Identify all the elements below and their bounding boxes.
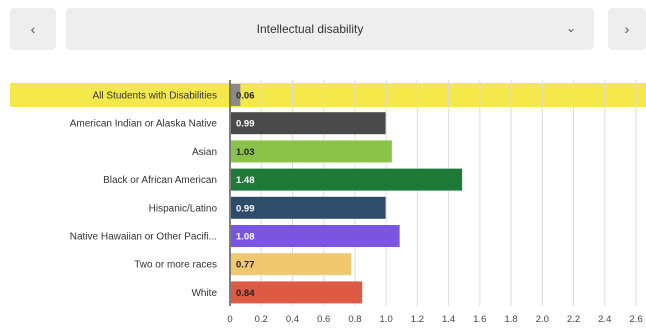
x-tick-label: 2.2 (567, 314, 580, 325)
value-label: 0.77 (236, 260, 255, 271)
highlight-band (10, 83, 646, 107)
value-label: 0.84 (236, 288, 255, 299)
value-label: 1.08 (236, 232, 255, 243)
x-tick-label: 2.4 (598, 314, 611, 325)
value-label: 0.06 (236, 91, 255, 102)
previous-button[interactable]: ‹ (10, 8, 56, 50)
category-label: Asian (192, 147, 217, 158)
category-label: Two or more races (134, 260, 217, 271)
bar (231, 112, 386, 135)
x-tick-label: 1.4 (442, 314, 455, 325)
x-tick-label: 0.2 (255, 314, 268, 325)
bar (231, 253, 352, 276)
category-label: Native Hawaiian or Other Pacifi... (70, 232, 217, 243)
bar (231, 225, 400, 247)
value-label: 1.48 (236, 175, 255, 186)
category-label: Hispanic/Latino (149, 203, 218, 214)
x-tick-label: 1.0 (380, 314, 393, 325)
x-tick-label: 1.6 (473, 314, 486, 325)
x-tick-label: 0 (227, 314, 232, 325)
category-label: White (191, 288, 217, 299)
selected-measure: Intellectual disability (256, 22, 364, 36)
bar (231, 168, 463, 191)
value-label: 0.99 (236, 203, 255, 214)
next-button[interactable]: › (608, 8, 646, 50)
value-label: 1.03 (236, 147, 255, 158)
x-tick-label: 2.0 (536, 314, 549, 325)
x-tick-label: 1.2 (411, 314, 424, 325)
category-label: American Indian or Alaska Native (70, 119, 218, 130)
measure-select[interactable]: Intellectual disability ⌄ (66, 8, 594, 50)
category-label: Black or African American (103, 175, 217, 186)
chevron-down-icon: ⌄ (565, 21, 576, 35)
x-tick-label: 2.6 (629, 314, 642, 325)
bar (231, 196, 386, 219)
x-tick-label: 0.6 (317, 314, 330, 325)
x-tick-label: 1.8 (504, 314, 517, 325)
bar (231, 140, 392, 163)
x-tick-label: 0.8 (348, 314, 361, 325)
value-label: 0.99 (236, 119, 255, 130)
chevron-left-icon: ‹ (30, 21, 36, 37)
category-label: All Students with Disabilities (93, 91, 218, 102)
bar (231, 84, 241, 106)
x-tick-label: 0.4 (286, 314, 299, 325)
chevron-right-icon: › (624, 21, 630, 37)
bar (231, 281, 363, 304)
